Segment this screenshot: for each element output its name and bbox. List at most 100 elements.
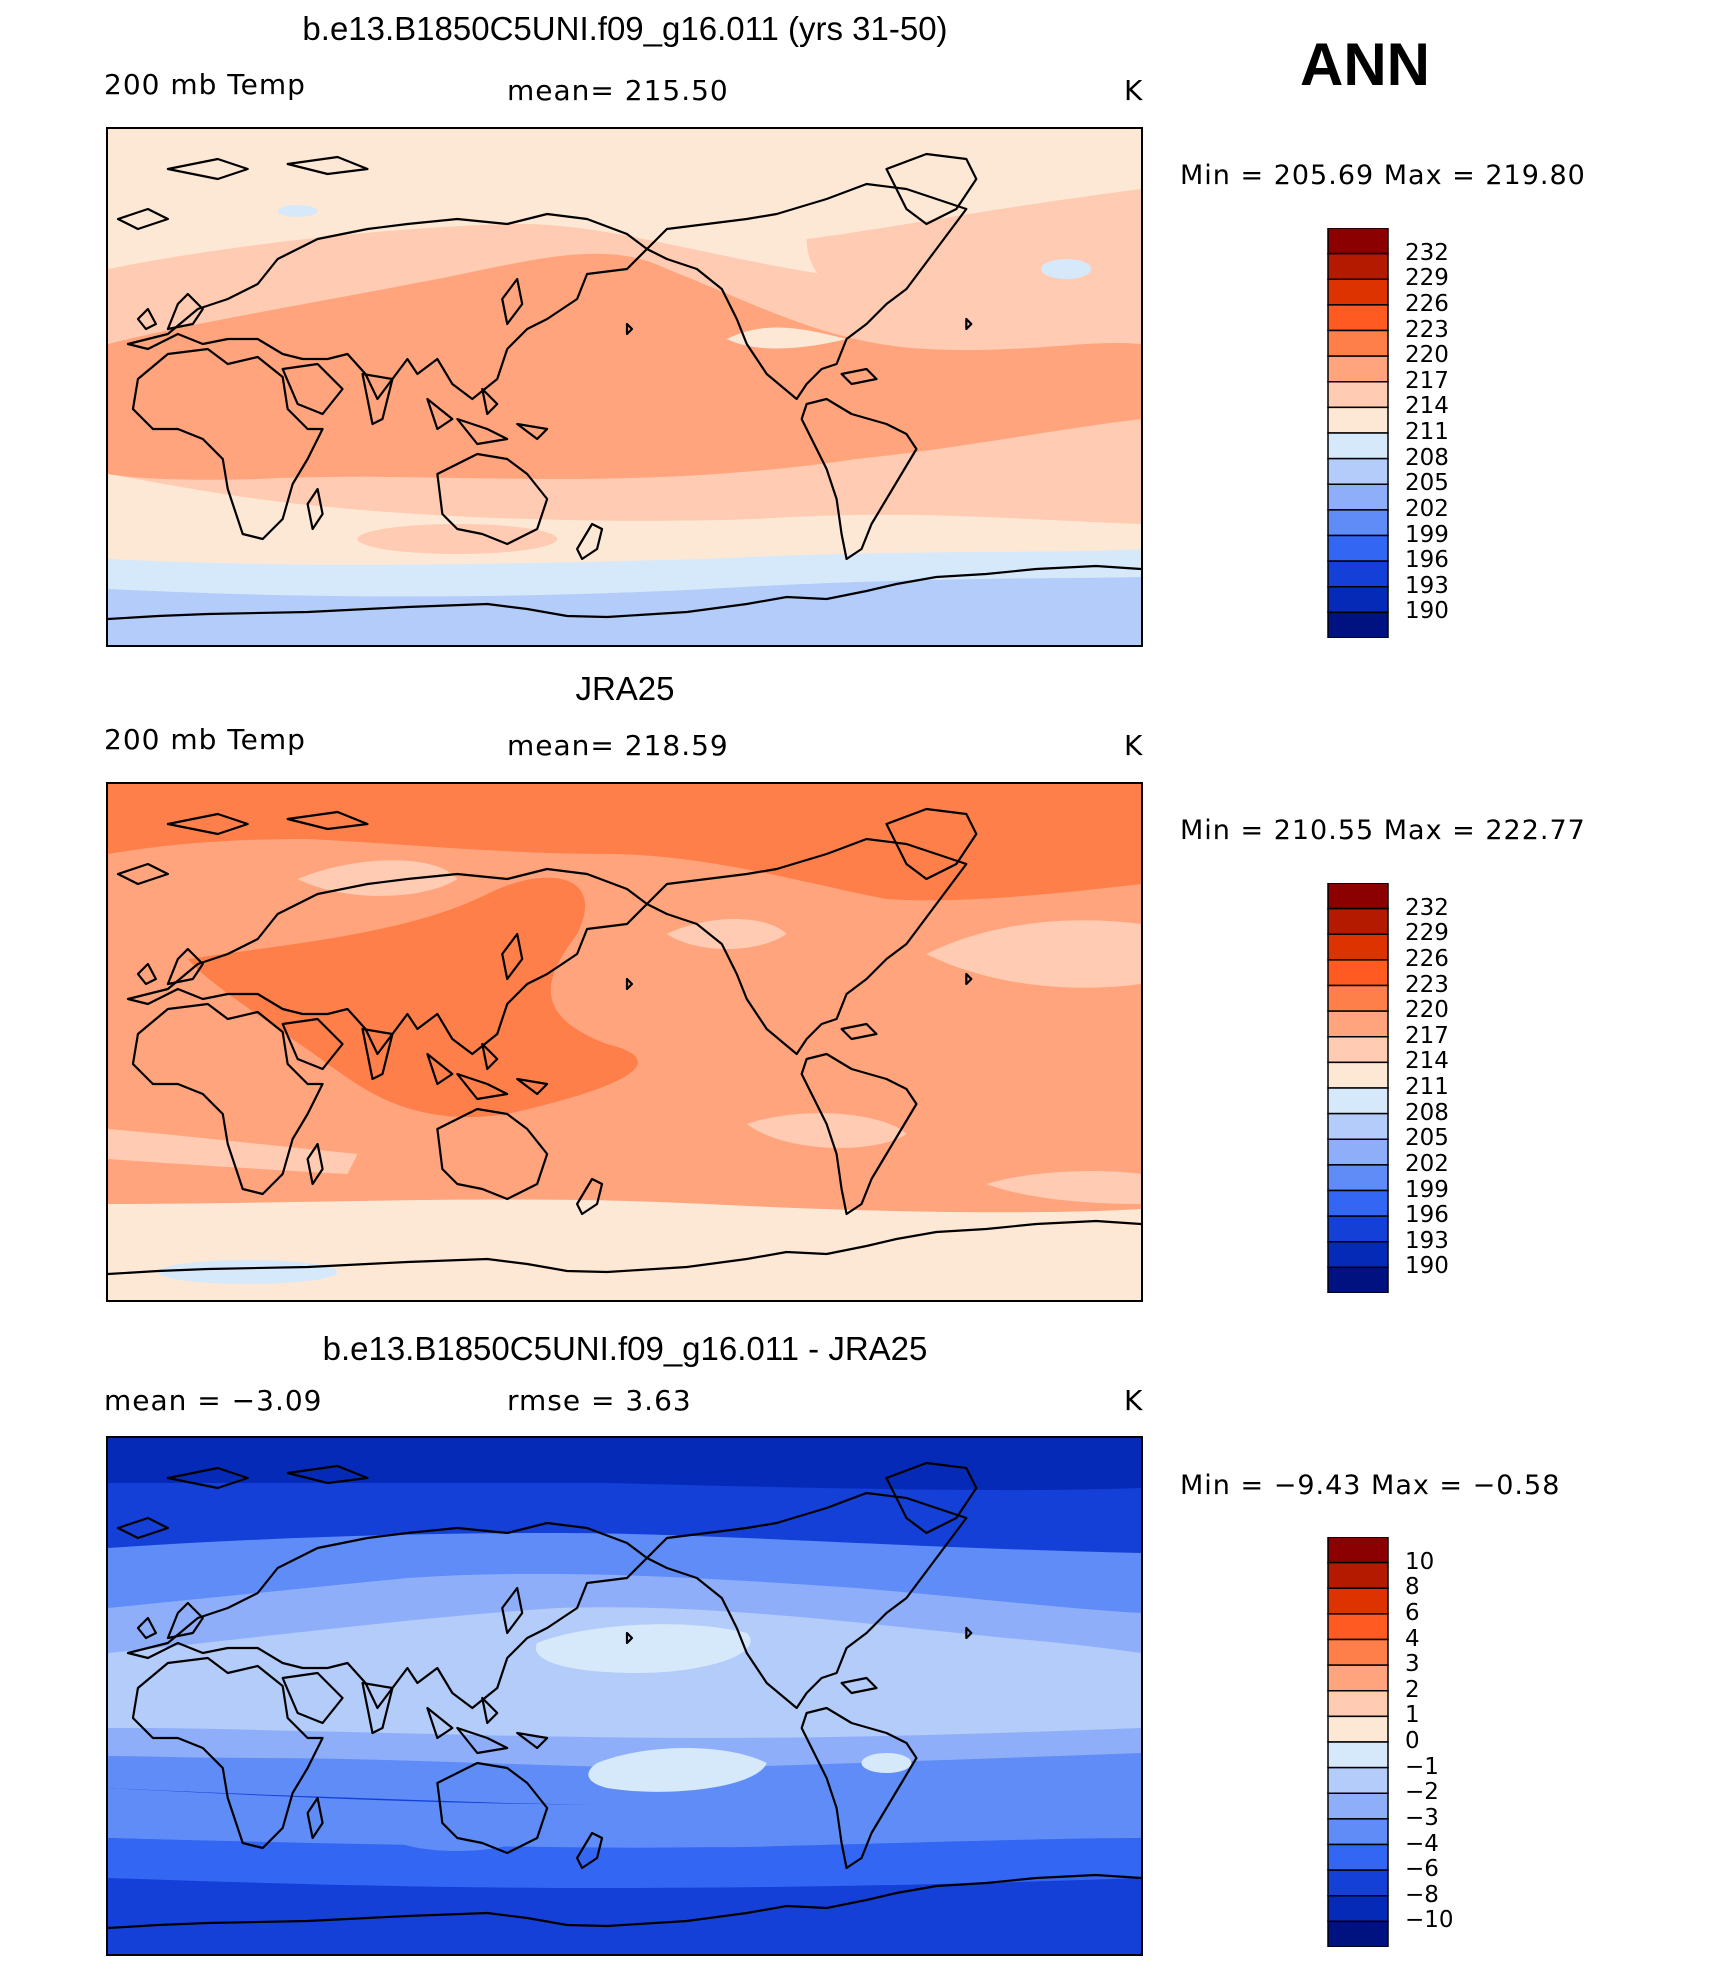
colorbar-box	[1327, 228, 1389, 255]
panel-2-fill-light-b	[666, 919, 787, 949]
panel-2-fill-light-c	[926, 920, 1141, 988]
colorbar-box	[1327, 1164, 1389, 1192]
colorbar-box	[1327, 329, 1389, 357]
colorbar-level-label: 226	[1405, 290, 1449, 317]
colorbar-box	[1327, 883, 1389, 910]
panel-3-units: K	[1124, 1384, 1144, 1417]
panel-3-title: b.e13.B1850C5UNI.f09_g16.011 - JRA25	[322, 1330, 928, 1367]
colorbar-box	[1327, 406, 1389, 434]
panel-1-fill-blob-b	[1041, 259, 1092, 279]
colorbar-level-label: 229	[1405, 920, 1449, 947]
panel-3-mean-label: mean = −3.09	[104, 1384, 323, 1417]
colorbar-box	[1327, 1792, 1389, 1820]
colorbar-box	[1327, 1869, 1389, 1897]
colorbar-level-label: 190	[1405, 598, 1449, 625]
colorbar-level-label: 10	[1405, 1548, 1435, 1575]
colorbar-level-label: 232	[1405, 239, 1449, 266]
colorbar-box	[1327, 1138, 1389, 1166]
colorbar-level-label: 214	[1405, 1048, 1449, 1075]
panel-2-fill-light-a	[297, 860, 458, 896]
colorbar-box	[1327, 1715, 1389, 1743]
panel-1-minmax: Min = 205.69 Max = 219.80	[1180, 160, 1586, 191]
colorbar-level-label: 208	[1405, 444, 1449, 471]
colorbar-level-label: −6	[1405, 1856, 1439, 1883]
colorbar-level-label: 202	[1405, 1150, 1449, 1177]
panel-2-colorbar-labels: 232 229 226 223 220 217 214 211 208 205 202 199 196 1…	[1405, 883, 1485, 1293]
colorbar-box	[1327, 355, 1389, 383]
colorbar-level-label: 220	[1405, 342, 1449, 369]
colorbar-level-label: 226	[1405, 945, 1449, 972]
panel-1-mean-label: mean= 215.50	[507, 74, 729, 107]
panel-3-fill-south-mid	[108, 1788, 1141, 1848]
colorbar-level-label: 199	[1405, 521, 1449, 548]
colorbar-box	[1327, 984, 1389, 1012]
colorbar-box	[1327, 907, 1389, 935]
panel-1-units: K	[1124, 74, 1144, 107]
panel-1-colorbar	[1327, 228, 1389, 638]
panel-2-fill-light-d	[746, 1113, 907, 1148]
colorbar-level-label: 193	[1405, 572, 1449, 599]
colorbar-level-label: 8	[1405, 1574, 1420, 1601]
panel-3-map	[106, 1436, 1143, 1956]
colorbar-box	[1327, 1664, 1389, 1692]
colorbar-box	[1327, 1561, 1389, 1589]
panel-2-units: K	[1124, 729, 1144, 762]
colorbar-level-label: −3	[1405, 1804, 1439, 1831]
panel-3-minmax: Min = −9.43 Max = −0.58	[1180, 1470, 1561, 1501]
panel-2-colorbar	[1327, 883, 1389, 1293]
colorbar-level-label: −10	[1405, 1907, 1454, 1934]
colorbar-box	[1327, 432, 1389, 460]
colorbar-box	[1327, 1638, 1389, 1666]
panel-3-fill-light-c	[861, 1753, 912, 1773]
colorbar-level-label: 0	[1405, 1728, 1420, 1754]
colorbar-level-label: −1	[1405, 1753, 1439, 1780]
panel-1-map	[106, 127, 1143, 647]
colorbar-box	[1327, 534, 1389, 562]
panel-1-title: b.e13.B1850C5UNI.f09_g16.011 (yrs 31-50)	[302, 10, 948, 47]
panel-2-fill-light-f	[108, 1129, 358, 1174]
colorbar-box	[1327, 1241, 1389, 1269]
colorbar-level-label: 229	[1405, 265, 1449, 292]
colorbar-box	[1327, 1112, 1389, 1140]
colorbar-box	[1327, 1215, 1389, 1243]
colorbar-level-label: 205	[1405, 1125, 1449, 1152]
colorbar-level-label: −4	[1405, 1830, 1439, 1857]
colorbar-box	[1327, 509, 1389, 537]
colorbar-level-label: 190	[1405, 1253, 1449, 1280]
panel-3-colorbar	[1327, 1537, 1389, 1947]
colorbar-box	[1327, 1920, 1389, 1947]
panel-2-fill-light-e	[986, 1171, 1141, 1204]
colorbar-level-label: 211	[1405, 419, 1449, 445]
panel-3-fill-polar-north	[108, 1438, 1141, 1491]
colorbar-level-label: 3	[1405, 1651, 1420, 1678]
colorbar-level-label: 217	[1405, 1022, 1449, 1049]
panel-1-fill-south-band	[357, 524, 558, 554]
colorbar-level-label: 2	[1405, 1676, 1420, 1703]
colorbar-level-label: 223	[1405, 316, 1449, 343]
colorbar-box	[1327, 1087, 1389, 1115]
colorbar-level-label: 232	[1405, 894, 1449, 921]
panel-1-fill-blob-a	[277, 205, 318, 217]
colorbar-box	[1327, 1010, 1389, 1038]
colorbar-box	[1327, 1587, 1389, 1615]
colorbar-box	[1327, 1766, 1389, 1794]
colorbar-box	[1327, 304, 1389, 332]
panel-1-fill-south	[108, 577, 1141, 645]
panel-2-fill-south	[108, 1199, 1141, 1300]
colorbar-box	[1327, 959, 1389, 987]
colorbar-level-label: 196	[1405, 547, 1449, 574]
panel-3-fill-light-a	[535, 1624, 751, 1673]
colorbar-level-label: 4	[1405, 1625, 1420, 1652]
panel-1-variable-label: 200 mb Temp	[104, 68, 306, 101]
colorbar-level-label: 217	[1405, 367, 1449, 394]
colorbar-box	[1327, 1818, 1389, 1846]
panel-2-minmax: Min = 210.55 Max = 222.77	[1180, 815, 1586, 846]
colorbar-box	[1327, 933, 1389, 961]
colorbar-level-label: 196	[1405, 1202, 1449, 1229]
colorbar-level-label: 202	[1405, 495, 1449, 522]
colorbar-box	[1327, 381, 1389, 409]
colorbar-box	[1327, 483, 1389, 511]
colorbar-box	[1327, 457, 1389, 485]
colorbar-box	[1327, 1061, 1389, 1089]
panel-3-fill-south-blob	[387, 1815, 528, 1851]
